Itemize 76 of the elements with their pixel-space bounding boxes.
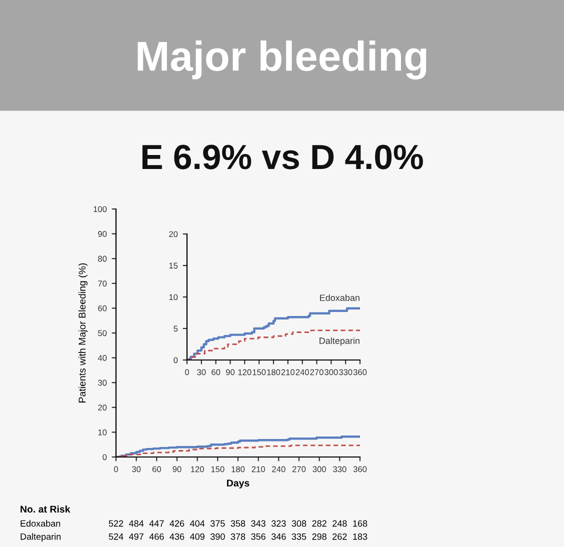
text: 426 [170, 520, 184, 527]
x-tick-label: 240 [296, 369, 309, 376]
text: 262 [332, 533, 347, 540]
y-tick-label: 20 [169, 231, 178, 238]
y-tick-label: 20 [98, 404, 107, 410]
x-tick-label: 60 [212, 369, 220, 376]
x-tick-label: 0 [185, 369, 189, 376]
y-tick-label: 10 [169, 294, 178, 300]
text: 335 [292, 533, 306, 540]
text: 497 [129, 533, 144, 540]
x-tick-label: 180 [267, 369, 280, 376]
text: 409 [190, 533, 204, 540]
y-tick-label: 70 [98, 280, 107, 286]
text: 308 [292, 520, 306, 527]
text: Edoxaban [20, 520, 60, 527]
text: 375 [210, 520, 225, 527]
x-tick-label: 300 [324, 369, 338, 376]
x-tick-label: 330 [338, 369, 352, 376]
text: 183 [353, 533, 368, 540]
text: 466 [149, 533, 164, 540]
text: Dalteparin [20, 533, 61, 542]
x-tick-label: 30 [197, 369, 206, 376]
text: 484 [129, 520, 144, 527]
text: 298 [312, 533, 326, 540]
x-axis-title: Days [227, 480, 250, 488]
text: 356 [251, 533, 266, 540]
chart-title: Major bleeding [138, 40, 426, 80]
y-tick-label: 80 [98, 256, 107, 262]
x-tick-label: 360 [353, 369, 367, 376]
y-tick-label: 0 [174, 357, 178, 364]
x-tick-label: 60 [152, 466, 161, 472]
text: 436 [170, 533, 184, 540]
x-tick-label: 330 [333, 466, 346, 472]
x-tick-label: 180 [232, 466, 245, 472]
x-tick-label: 270 [310, 369, 324, 376]
x-tick-label: 210 [252, 466, 265, 472]
text: 378 [230, 533, 246, 540]
x-tick-label: 120 [238, 369, 252, 376]
y-tick-label: 0 [102, 454, 107, 460]
x-tick-label: 90 [226, 369, 235, 376]
x-tick-label: 120 [191, 466, 204, 472]
y-tick-label: 10 [98, 429, 107, 436]
x-tick-label: 150 [211, 466, 224, 472]
y-tick-label: 90 [98, 231, 107, 237]
text: 346 [271, 533, 286, 540]
text: 343 [251, 520, 266, 527]
text: 524 [108, 533, 124, 540]
x-tick-label: 150 [252, 369, 266, 376]
text: 522 [108, 520, 124, 527]
y-tick-label: 15 [169, 262, 178, 269]
chart-subtitle: E 6.9% vs D 4.0% [142, 144, 423, 170]
y-tick-label: 5 [174, 326, 178, 332]
y-tick-label: 50 [98, 330, 107, 336]
x-tick-label: 300 [312, 466, 326, 472]
text: 168 [353, 520, 368, 527]
x-tick-label: 240 [272, 466, 286, 472]
series-label: Dalteparin [320, 337, 360, 346]
text: 248 [332, 520, 347, 527]
text: 358 [230, 520, 246, 527]
y-axis-title: Patients with Major Bleeding (%) [78, 263, 88, 402]
y-tick-label: 30 [98, 380, 107, 386]
x-tick-label: 210 [281, 369, 295, 376]
x-tick-label: 360 [353, 466, 367, 472]
x-tick-label: 270 [292, 466, 306, 472]
y-tick-label: 40 [98, 355, 107, 361]
text: 282 [312, 520, 326, 527]
text: 447 [149, 520, 164, 527]
text: 323 [271, 520, 286, 527]
text: 404 [190, 520, 205, 527]
text: No. at Risk [20, 505, 70, 513]
text: 390 [210, 533, 225, 540]
y-tick-label: 60 [98, 305, 107, 312]
x-tick-label: 0 [114, 466, 118, 472]
series-label: Edoxaban [320, 294, 360, 301]
y-tick-label: 100 [94, 206, 107, 212]
x-tick-label: 30 [132, 466, 141, 472]
